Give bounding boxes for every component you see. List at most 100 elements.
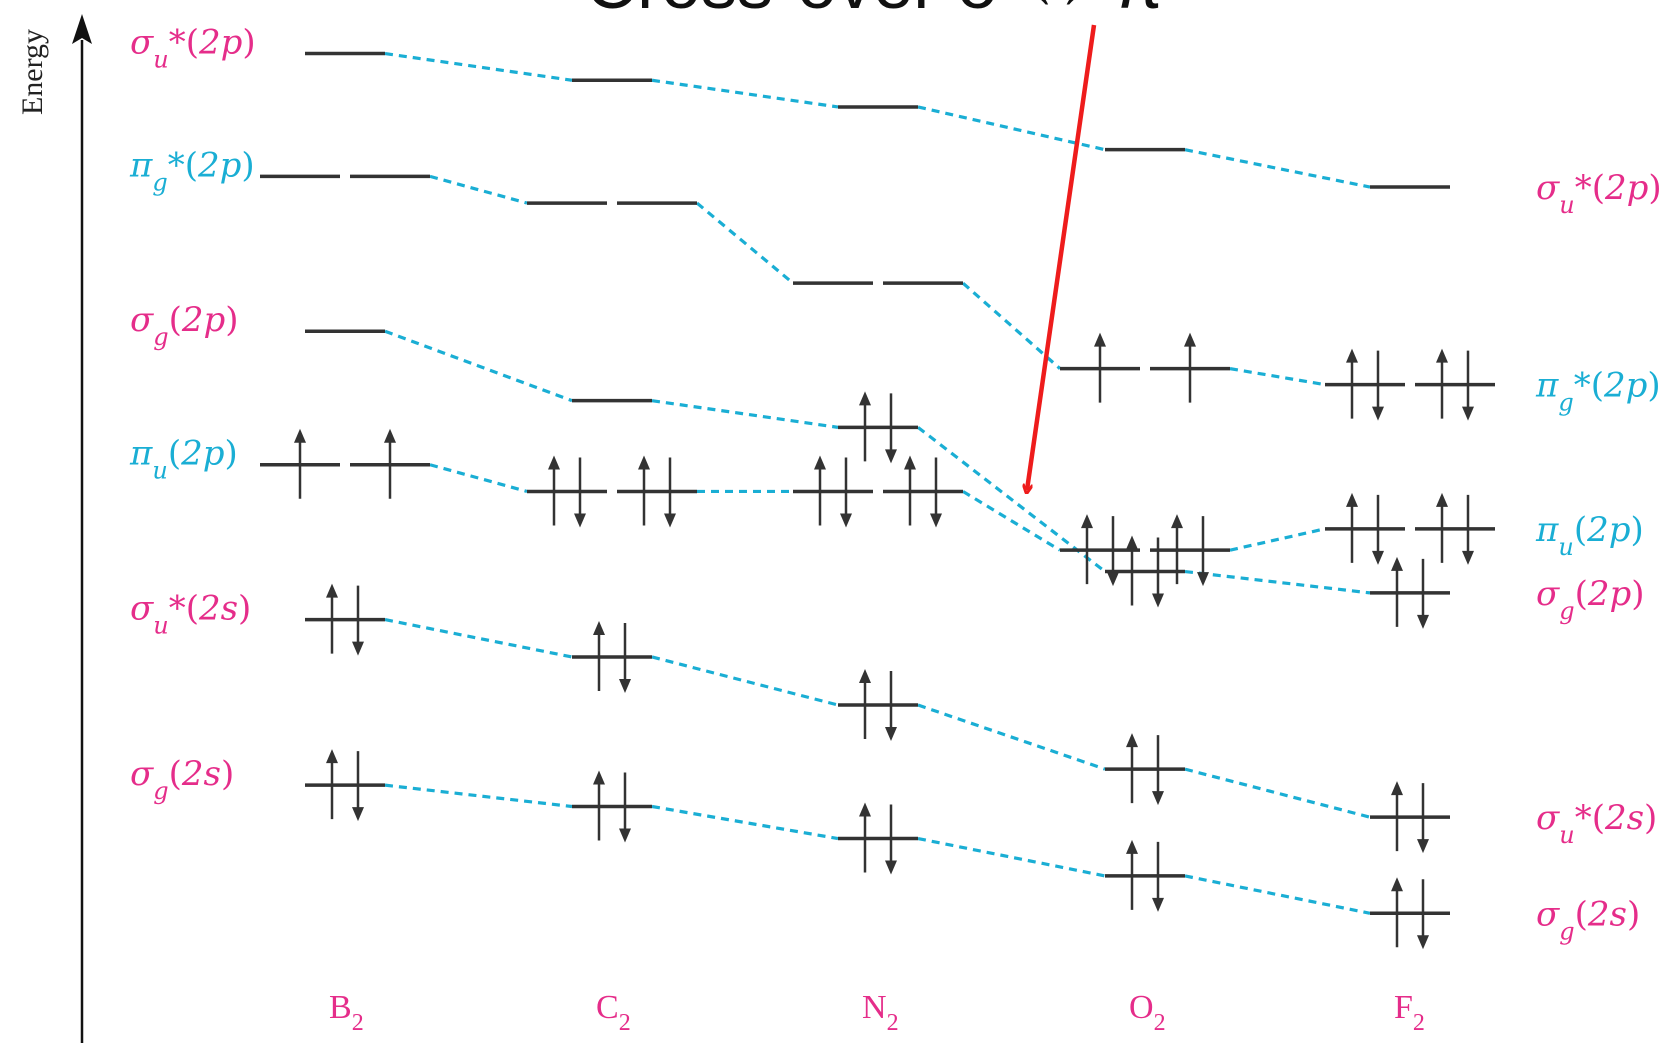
connector-pu2p-3 [1229,527,1326,552]
spin-up-1 [1184,332,1196,403]
connector-su2s-3 [1184,767,1371,819]
electron-spin-down [1417,783,1429,854]
pair-1-spin-down [930,457,942,528]
label-right-sg2s: σg(2s) [1536,894,1640,945]
label-right-sg2p: σg(2p) [1536,574,1645,625]
electron-spin-down [1152,537,1164,608]
spin-up-0 [294,428,306,499]
molecule-label-O2: O2 [1129,989,1166,1036]
axis-title: Energy [16,29,49,115]
pair-0-spin-down [574,457,586,528]
level-su2s-B2 [305,583,385,656]
axis-arrowhead [72,14,92,44]
connector-sg2p-0 [384,329,573,403]
level-pu2p-F2 [1325,492,1495,565]
level-sg2s-N2 [838,802,918,875]
pair-1-spin-down [1462,350,1474,421]
electron-spin-down [1152,841,1164,912]
label-left-pu2p: πu(2p) [129,434,238,485]
pair-1-spin-up [904,455,916,526]
molecule-labels: B2 C2 N2 O2 F2 [329,989,1425,1036]
energy-axis: Energy [16,14,92,1043]
electron-spin-up [1391,556,1403,627]
electron-spin-up [1126,535,1138,606]
electron-spin-down [1417,558,1429,629]
electron-spin-down [885,393,897,464]
connector-lines [384,51,1371,915]
pair-1-spin-down [1462,494,1474,565]
label-left-pg2p: πg*(2p) [129,145,255,196]
connector-su2p-1 [651,78,839,109]
label-left-su2p: σu*(2p) [130,23,256,74]
pair-0-spin-up [1346,492,1358,563]
connector-su2p-0 [384,51,573,82]
pair-1-spin-up [638,455,650,526]
pair-1-spin-down [664,457,676,528]
pair-0-spin-down [1107,516,1119,587]
pair-0-spin-down [1372,350,1384,421]
connector-pg2p-2 [961,281,1062,370]
label-left-sg2s: σg(2s) [130,754,234,805]
crossover-arrow [1027,24,1097,490]
connector-sg2s-3 [1184,874,1371,915]
electron-spin-up [1126,839,1138,910]
level-sg2s-F2 [1370,877,1450,950]
pair-0-spin-up [1081,514,1093,585]
connector-su2s-1 [651,655,839,707]
label-right-pg2p: πg*(2p) [1535,366,1661,417]
level-su2s-C2 [572,620,652,693]
electron-spin-up [1126,733,1138,804]
connector-su2s-2 [917,703,1106,771]
level-sg2s-B2 [305,749,385,822]
connector-su2p-2 [917,105,1106,152]
electron-spin-up [593,620,605,691]
electron-spin-up [326,583,338,654]
electron-spin-up [859,391,871,462]
connector-pg2p-3 [1229,367,1326,387]
pair-1-spin-up [1436,348,1448,419]
molecule-label-B2: B2 [329,989,364,1036]
pair-0-spin-up [548,455,560,526]
level-pu2p-B2 [260,428,430,499]
connector-sg2p-3 [1184,569,1371,595]
orbital-labels: σu*(2p) πg*(2p) σg(2p) πu(2p) σu*(2s) σg(2s) σ… [129,23,1662,946]
connector-pu2p-2 [962,490,1061,552]
connector-sg2p-1 [651,399,839,429]
connector-pg2p-0 [429,174,528,205]
electron-spin-down [619,622,631,693]
electron-spin-down [619,772,631,843]
connector-pu2p-0 [429,463,528,493]
level-pg2p-O2 [1060,332,1230,403]
level-sg2p-N2 [838,391,918,464]
level-sg2s-O2 [1105,839,1185,912]
electron-spin-down [885,671,897,742]
level-sg2p-F2 [1370,556,1450,629]
connector-sg2s-2 [917,836,1106,878]
connector-pg2p-1 [695,201,795,285]
level-pg2p-F2 [1325,348,1495,421]
electron-spin-down [1417,879,1429,950]
spin-up-1 [384,428,396,499]
molecule-label-C2: C2 [596,989,631,1036]
electron-spin-up [326,749,338,820]
electron-spin-down [885,804,897,875]
level-su2s-N2 [838,669,918,742]
level-su2s-O2 [1105,733,1185,806]
energy-levels [260,51,1495,950]
pair-1-spin-down [1197,516,1209,587]
pair-0-spin-down [840,457,852,528]
label-right-su2s: σu*(2s) [1536,798,1657,849]
level-pu2p-N2 [793,455,963,528]
pair-0-spin-down [1372,494,1384,565]
level-su2s-F2 [1370,781,1450,854]
electron-spin-up [859,802,871,873]
connector-su2p-3 [1184,148,1371,189]
molecule-label-F2: F2 [1394,989,1425,1036]
label-right-su2p: σu*(2p) [1536,168,1662,219]
pair-1-spin-up [1436,492,1448,563]
connector-su2s-0 [384,618,573,659]
label-left-su2s: σu*(2s) [130,589,251,640]
level-sg2p-O2 [1105,535,1185,608]
